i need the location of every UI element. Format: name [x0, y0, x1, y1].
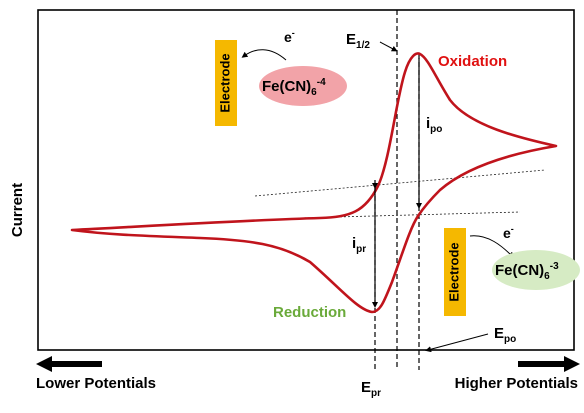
left-arrow-icon [36, 356, 102, 372]
x-left-label: Lower Potentials [36, 375, 156, 392]
electrode-top-label: Electrode [217, 53, 232, 112]
i-po-label: ipo [426, 115, 442, 135]
baseline-oxidation [254, 169, 546, 197]
electron-bottom: e- [503, 224, 514, 241]
e-half-label: E1/2 [346, 31, 370, 51]
x-right-label: Higher Potentials [455, 375, 578, 392]
reduction-label: Reduction [273, 304, 346, 321]
y-axis-label: Current [9, 183, 26, 237]
e-half-pointer [379, 41, 398, 52]
electron-top-arrow [241, 49, 287, 61]
electrode-bottom-label: Electrode [446, 242, 461, 301]
electron-top: e- [284, 28, 295, 45]
species-bottom-label: Fe(CN)6-3 [495, 261, 559, 282]
i-pr-label: ipr [352, 235, 366, 255]
e-po-pointer [425, 333, 489, 353]
electron-bottom-arrow [469, 235, 515, 259]
e-po-label: Epo [494, 325, 516, 345]
species-top-label: Fe(CN)6-4 [262, 77, 326, 98]
plot-frame [37, 9, 575, 351]
e-pr-label: Epr [361, 379, 381, 399]
species-top-ellipse [259, 66, 347, 106]
electrode-bottom-box [444, 228, 466, 316]
oxidation-label: Oxidation [438, 53, 507, 70]
right-arrow-icon [518, 356, 580, 372]
electrode-top-box [215, 40, 237, 126]
species-bottom-ellipse [492, 250, 580, 290]
